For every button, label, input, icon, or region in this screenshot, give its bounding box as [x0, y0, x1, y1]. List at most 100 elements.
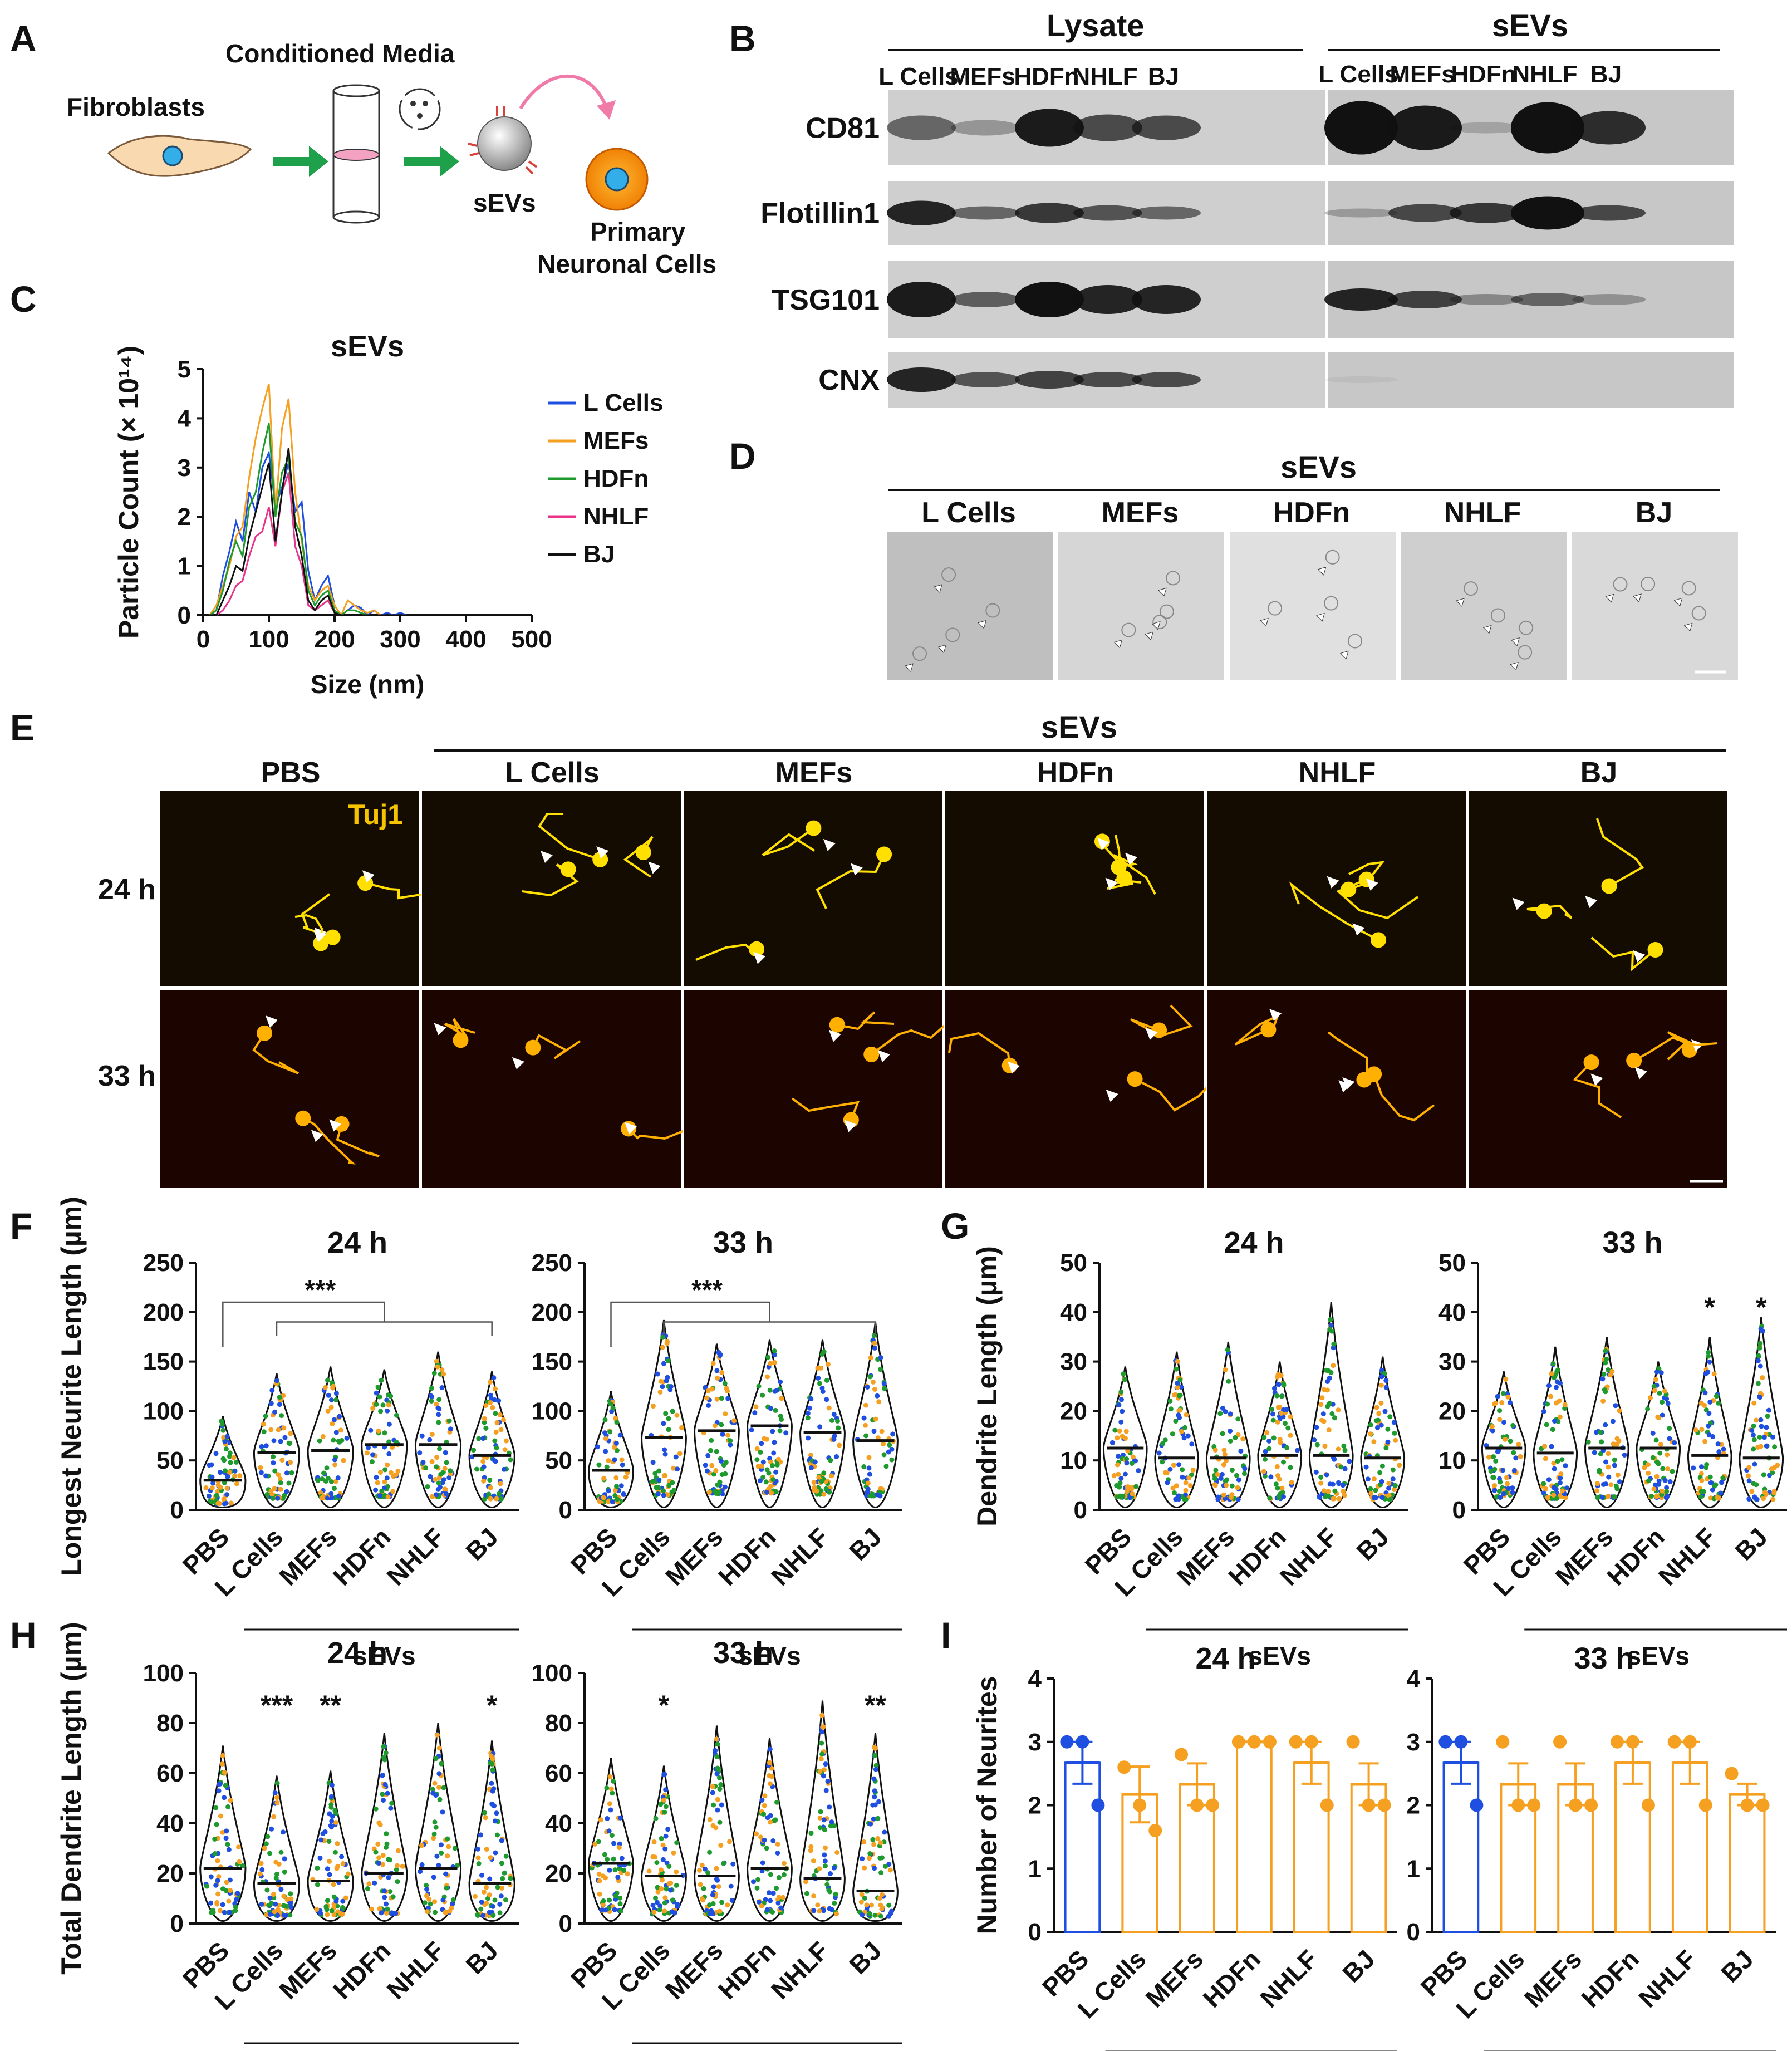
data-point — [219, 1761, 225, 1767]
data-point — [318, 1837, 324, 1843]
data-point — [1714, 1393, 1719, 1399]
data-point — [288, 1431, 293, 1436]
data-point — [768, 1898, 773, 1903]
data-point — [1129, 1461, 1135, 1466]
arrowhead-icon — [1342, 1077, 1355, 1090]
data-point — [1129, 1486, 1135, 1492]
data-point — [1552, 1375, 1557, 1380]
data-point — [1546, 1477, 1552, 1483]
data-point — [1764, 1425, 1769, 1430]
y-tick-label: 3 — [178, 454, 191, 482]
series-line-mefs — [203, 384, 512, 617]
data-point — [382, 1479, 387, 1485]
data-point — [753, 1404, 759, 1410]
data-point — [1604, 1356, 1609, 1362]
y-tick-label: 10 — [1060, 1447, 1087, 1474]
data-point — [817, 1908, 822, 1914]
data-point — [440, 1480, 445, 1485]
data-point — [440, 1897, 446, 1903]
arrowhead-icon — [362, 870, 375, 883]
data-point — [1304, 1735, 1318, 1749]
data-point — [1234, 1473, 1239, 1478]
data-point — [1708, 1480, 1714, 1485]
arrowhead-icon — [1316, 612, 1325, 622]
data-point — [709, 1386, 715, 1392]
data-point — [762, 1837, 767, 1843]
data-point — [1706, 1353, 1711, 1359]
data-point — [435, 1364, 440, 1370]
data-point — [1117, 1484, 1122, 1490]
series-line-bj — [203, 448, 512, 616]
data-point — [395, 1469, 401, 1474]
data-point — [864, 1902, 870, 1908]
data-point — [1324, 1472, 1329, 1478]
blot-band — [1132, 372, 1201, 387]
data-point — [381, 1744, 386, 1749]
data-point — [1560, 1488, 1565, 1494]
data-point — [596, 1462, 602, 1468]
data-point — [497, 1902, 503, 1907]
y-tick-label: 250 — [532, 1249, 572, 1277]
data-point — [698, 1882, 703, 1887]
data-point — [1181, 1435, 1187, 1441]
vesicle — [1691, 606, 1706, 621]
data-point — [432, 1899, 438, 1905]
data-point — [288, 1896, 294, 1902]
data-point — [671, 1488, 677, 1493]
data-point — [1665, 1466, 1671, 1471]
data-point — [1614, 1486, 1620, 1491]
data-point — [386, 1875, 391, 1880]
data-point — [1325, 1379, 1330, 1384]
y-tick-label: 1 — [178, 553, 191, 580]
data-point — [1746, 1473, 1751, 1479]
conditioned-media-label: Conditioned Media — [225, 39, 455, 68]
data-point — [223, 1783, 228, 1788]
data-point — [1706, 1432, 1712, 1437]
data-point — [825, 1361, 831, 1367]
neurite — [837, 1011, 895, 1031]
blot-band — [951, 292, 1020, 307]
arrowhead-icon — [1683, 622, 1693, 632]
arrowhead-icon — [1633, 950, 1646, 963]
data-point — [395, 1879, 400, 1885]
data-point — [862, 1896, 867, 1901]
data-point — [658, 1802, 664, 1807]
data-point — [714, 1736, 719, 1742]
data-point — [287, 1900, 293, 1906]
y-axis-label: Number of Neurites — [971, 1676, 1003, 1935]
data-point — [335, 1475, 341, 1480]
data-point — [424, 1909, 430, 1915]
blot-band — [1073, 205, 1142, 221]
data-point — [767, 1746, 773, 1752]
data-point — [1242, 1471, 1247, 1476]
data-point — [1386, 1481, 1392, 1486]
data-point — [503, 1897, 508, 1903]
data-point — [1171, 1463, 1176, 1468]
data-point — [1771, 1490, 1777, 1496]
data-point — [1184, 1412, 1189, 1417]
arrowhead-icon — [978, 620, 987, 629]
data-point — [1275, 1374, 1280, 1380]
data-point — [216, 1788, 222, 1794]
data-point — [1281, 1382, 1287, 1388]
data-point — [867, 1911, 872, 1916]
data-point — [207, 1463, 212, 1468]
data-point — [215, 1858, 220, 1863]
data-point — [599, 1907, 605, 1913]
neurite — [1348, 861, 1385, 891]
data-point — [1626, 1735, 1639, 1749]
data-point — [1328, 1317, 1333, 1322]
data-point — [226, 1898, 232, 1904]
tem-image — [886, 531, 1054, 681]
data-point — [1174, 1366, 1179, 1372]
data-point — [862, 1865, 867, 1871]
data-point — [765, 1374, 770, 1380]
blot-strip — [1328, 352, 1734, 408]
data-point — [1771, 1465, 1777, 1470]
chart-title: 24 h — [327, 1636, 387, 1670]
data-point — [424, 1882, 429, 1888]
data-point — [334, 1866, 340, 1871]
data-point — [1716, 1400, 1721, 1406]
data-point — [882, 1386, 887, 1391]
data-point — [1562, 1406, 1568, 1411]
